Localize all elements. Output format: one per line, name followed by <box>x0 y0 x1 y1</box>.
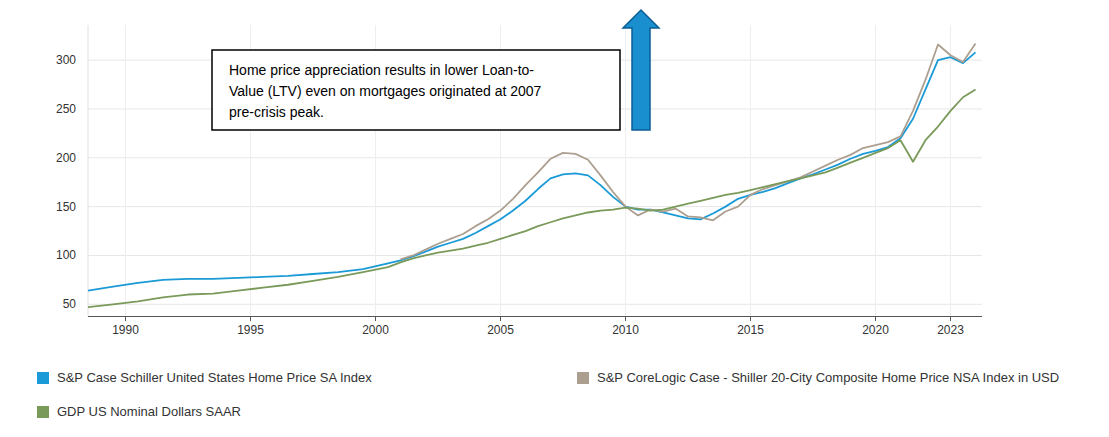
x-tick-label: 2005 <box>487 323 514 337</box>
x-tick <box>750 316 751 321</box>
y-tick-label: 250 <box>56 102 76 116</box>
lines <box>88 44 976 308</box>
x-tick-label: 2023 <box>937 323 964 337</box>
y-grid-line <box>88 304 982 305</box>
x-grid-line <box>125 25 126 316</box>
y-grid-line <box>88 206 982 207</box>
legend-swatch <box>37 406 49 418</box>
y-axis-line <box>88 25 89 316</box>
y-tick-label: 100 <box>56 248 76 262</box>
legend-label: S&P Case Schiller United States Home Pri… <box>57 370 537 386</box>
arrow <box>623 10 659 130</box>
x-grid-line <box>750 25 751 316</box>
legend-item: GDP US Nominal Dollars SAAR <box>37 404 537 420</box>
x-tick-label: 1995 <box>237 323 264 337</box>
annotation-box <box>212 50 620 130</box>
annotation-text: Home price appreciation results in lower… <box>229 62 534 78</box>
legend-swatch <box>577 372 589 384</box>
x-tick <box>500 316 501 321</box>
x-tick-label: 2010 <box>612 323 639 337</box>
y-tick-label: 150 <box>56 200 76 214</box>
chart: 50 100 150 200 250 300 1990 1995 2000 2005 2010 201… <box>0 0 1109 360</box>
x-tick-label: 2000 <box>362 323 389 337</box>
x-tick <box>950 316 951 321</box>
legend-item: S&P CoreLogic Case - Shiller 20-City Com… <box>577 370 1075 386</box>
x-grid-line <box>950 25 951 316</box>
y-grid-line <box>88 255 982 256</box>
x-tick <box>375 316 376 321</box>
legend-swatch <box>37 372 49 384</box>
x-tick <box>875 316 876 321</box>
x-tick-label: 1990 <box>112 323 139 337</box>
y-tick-label: 300 <box>56 53 76 67</box>
legend-label: S&P CoreLogic Case - Shiller 20-City Com… <box>597 370 1075 386</box>
x-tick-label: 2015 <box>737 323 764 337</box>
legend-label: GDP US Nominal Dollars SAAR <box>57 404 537 420</box>
x-grid-line <box>875 25 876 316</box>
x-tick <box>250 316 251 321</box>
legend-item: S&P Case Schiller United States Home Pri… <box>37 370 537 386</box>
x-grid-line <box>625 25 626 316</box>
x-tick-label: 2020 <box>862 323 889 337</box>
y-grid-line <box>88 157 982 158</box>
x-axis-line <box>88 316 982 317</box>
annotation-text: pre-crisis peak. <box>229 104 324 120</box>
y-tick-label: 50 <box>63 297 77 311</box>
y-tick-label: 200 <box>56 151 76 165</box>
x-tick <box>125 316 126 321</box>
annotation-text: Value (LTV) even on mortgages originated… <box>229 83 542 99</box>
x-tick <box>625 316 626 321</box>
